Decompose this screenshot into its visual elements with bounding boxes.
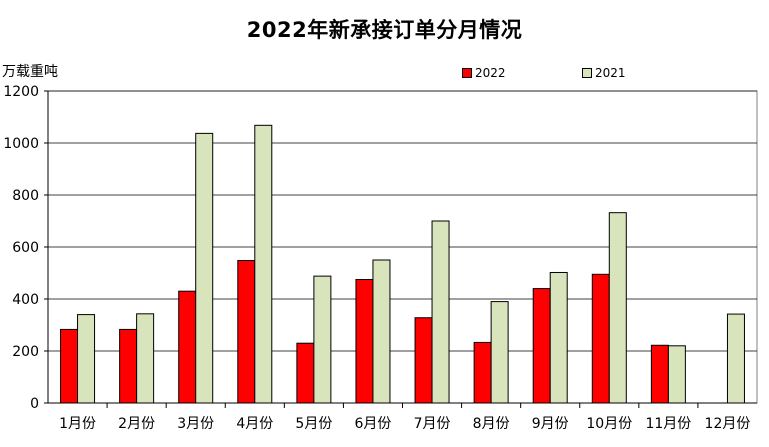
x-tick-label: 12月份 — [705, 416, 751, 432]
x-tick-label: 4月份 — [236, 416, 273, 432]
x-tick-label: 11月份 — [645, 416, 691, 432]
bar-2021-11 — [667, 345, 686, 404]
x-tick-label: 5月份 — [295, 416, 332, 432]
bar-2021-12 — [726, 313, 745, 404]
legend-item-2021: 2021 — [582, 66, 626, 80]
bar-2021-7 — [431, 220, 450, 404]
bar-2021-4 — [254, 124, 273, 404]
legend-label-2022: 2022 — [475, 66, 506, 80]
bar-2021-10 — [608, 212, 627, 404]
x-tick-label: 6月份 — [354, 416, 391, 432]
bar-2022-3 — [178, 290, 197, 404]
legend-item-2022: 2022 — [462, 66, 506, 80]
bar-2022-4 — [237, 260, 256, 404]
x-tick-label: 1月份 — [59, 416, 96, 432]
bar-2021-8 — [490, 301, 509, 404]
bar-2021-1 — [77, 314, 96, 404]
y-tick-label: 1000 — [3, 136, 39, 152]
y-tick-label: 1200 — [3, 84, 39, 100]
x-tick-label: 2月份 — [118, 416, 155, 432]
bar-2021-3 — [195, 132, 214, 404]
x-tick-label: 8月份 — [473, 416, 510, 432]
bar-2021-6 — [372, 259, 391, 404]
bar-2022-1 — [60, 328, 79, 404]
bar-2022-2 — [119, 328, 138, 404]
x-tick-label: 3月份 — [177, 416, 214, 432]
bar-2021-2 — [136, 313, 155, 404]
bar-2022-6 — [355, 279, 374, 404]
y-axis-unit-label: 万载重吨 — [2, 64, 58, 80]
x-tick-label: 10月份 — [586, 416, 632, 432]
chart-title: 2022年新承接订单分月情况 — [246, 18, 523, 42]
x-tick-label: 9月份 — [532, 416, 569, 432]
bar-2022-7 — [414, 317, 433, 404]
y-tick-label: 800 — [12, 188, 39, 204]
legend-swatch-2021 — [582, 68, 592, 78]
bar-2022-10 — [591, 273, 610, 404]
bar-2022-11 — [650, 344, 669, 404]
y-tick-label: 0 — [30, 396, 39, 412]
bar-2022-9 — [532, 288, 551, 404]
bar-2022-5 — [296, 342, 315, 404]
legend-label-2021: 2021 — [595, 66, 626, 80]
bar-2021-5 — [313, 275, 332, 404]
y-tick-label: 400 — [12, 292, 39, 308]
y-tick-label: 600 — [12, 240, 39, 256]
bar-2021-9 — [549, 271, 568, 404]
x-tick-label: 7月份 — [414, 416, 451, 432]
y-tick-label: 200 — [12, 344, 39, 360]
legend-swatch-2022 — [462, 68, 472, 78]
bar-2022-8 — [473, 341, 492, 404]
